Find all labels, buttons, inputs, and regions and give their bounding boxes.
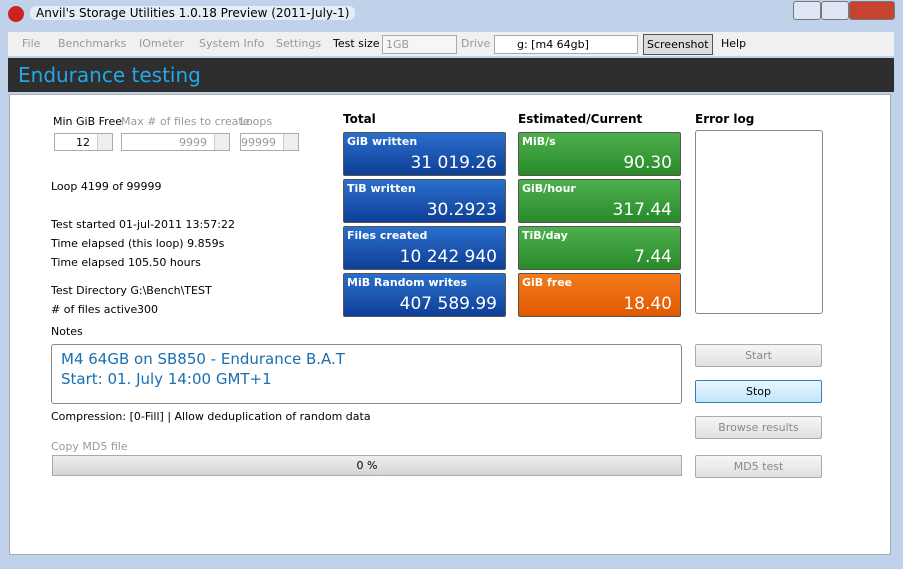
notes-line: M4 64GB on SB850 - Endurance B.A.T [61,350,345,368]
stat-tile: GiB/hour 317.44 [518,179,681,223]
section-heading: Error log [695,112,755,126]
header-title: Endurance testing [18,63,201,87]
loops-input[interactable]: 99999 [240,133,299,151]
stat-tile: Files created 10 242 940 [343,226,506,270]
menu-item[interactable]: File [22,37,41,50]
tile-label: MiB Random writes [347,276,468,289]
input-value: 9999 [179,136,207,149]
app-icon [8,6,24,22]
spinner[interactable] [97,134,112,150]
input-label: Min GiB Free [53,115,122,128]
header-bar: Endurance testing [8,58,894,92]
tile-label: GiB written [347,135,418,148]
test-size-select[interactable]: 1GB [382,35,457,54]
md5-test-button[interactable]: MD5 test [695,455,822,478]
tile-value: 31 019.26 [410,153,497,173]
menu-bar: File Benchmarks IOmeter System Info Sett… [8,32,894,56]
status-text: Test started 01-jul-2011 13:57:22 [51,218,235,231]
tile-value: 317.44 [612,200,672,220]
spinner[interactable] [214,134,229,150]
tile-value: 7.44 [634,247,672,267]
window-title: Anvil's Storage Utilities 1.0.18 Preview… [30,6,356,20]
status-text: Loop 4199 of 99999 [51,180,162,193]
min-gib-input[interactable]: 12 [54,133,113,151]
menu-item[interactable]: Settings [276,37,322,50]
menu-item[interactable]: IOmeter [139,37,184,50]
notes-box[interactable]: M4 64GB on SB850 - Endurance B.A.T Start… [51,344,682,404]
tile-label: MiB/s [522,135,556,148]
start-button[interactable]: Start [695,344,822,367]
error-log-box [695,130,823,314]
md5-label: Copy MD5 file [51,440,128,453]
screenshot-button[interactable]: Screenshot [643,34,713,55]
tile-value: 10 242 940 [399,247,497,267]
drive-select[interactable]: g: [m4 64gb] [494,35,638,54]
stat-tile: GiB free 18.40 [518,273,681,317]
input-label: Loops [240,115,273,128]
progress-text: 0 % [356,459,378,472]
menu-item[interactable]: Help [721,37,747,50]
stat-tile: GiB written 31 019.26 [343,132,506,176]
tile-value: 90.30 [623,153,672,173]
tile-label: TiB/day [522,229,568,242]
stat-tile: MiB Random writes 407 589.99 [343,273,506,317]
tile-label: Files created [347,229,428,242]
status-value: 300 [137,303,158,316]
stop-button[interactable]: Stop [695,380,822,403]
notes-label: Notes [51,325,83,338]
tile-value: 18.40 [623,294,672,314]
input-label: Max # of files to create [121,115,250,128]
tile-value: 30.2923 [426,200,497,220]
section-heading: Estimated/Current [518,112,643,126]
input-value: 12 [76,136,90,149]
close-button[interactable] [849,1,895,20]
stat-tile: TiB/day 7.44 [518,226,681,270]
stat-tile: MiB/s 90.30 [518,132,681,176]
status-text: # of files active [51,303,138,316]
compression-text: Compression: [0-Fill] | Allow deduplicat… [51,410,371,423]
progress-bar: 0 % [52,455,682,476]
notes-line: Start: 01. July 14:00 GMT+1 [61,370,272,388]
tile-label: GiB free [522,276,573,289]
stat-tile: TiB written 30.2923 [343,179,506,223]
maximize-button[interactable] [821,1,849,20]
spinner[interactable] [283,134,298,150]
status-text: Time elapsed (this loop) 9.859s [51,237,225,250]
section-heading: Total [343,112,376,126]
tile-label: TiB written [347,182,416,195]
test-size-label: Test size [333,37,380,50]
tile-value: 407 589.99 [399,294,497,314]
minimize-button[interactable] [793,1,821,20]
tile-label: GiB/hour [522,182,576,195]
menu-item[interactable]: System Info [199,37,265,50]
max-files-input[interactable]: 9999 [121,133,230,151]
browse-button[interactable]: Browse results [695,416,822,439]
input-value: 99999 [241,136,276,149]
status-text: Test Directory G:\Bench\TEST [51,284,212,297]
drive-label: Drive [461,37,491,50]
status-text: Time elapsed 105.50 hours [51,256,201,269]
menu-item[interactable]: Benchmarks [58,37,127,50]
